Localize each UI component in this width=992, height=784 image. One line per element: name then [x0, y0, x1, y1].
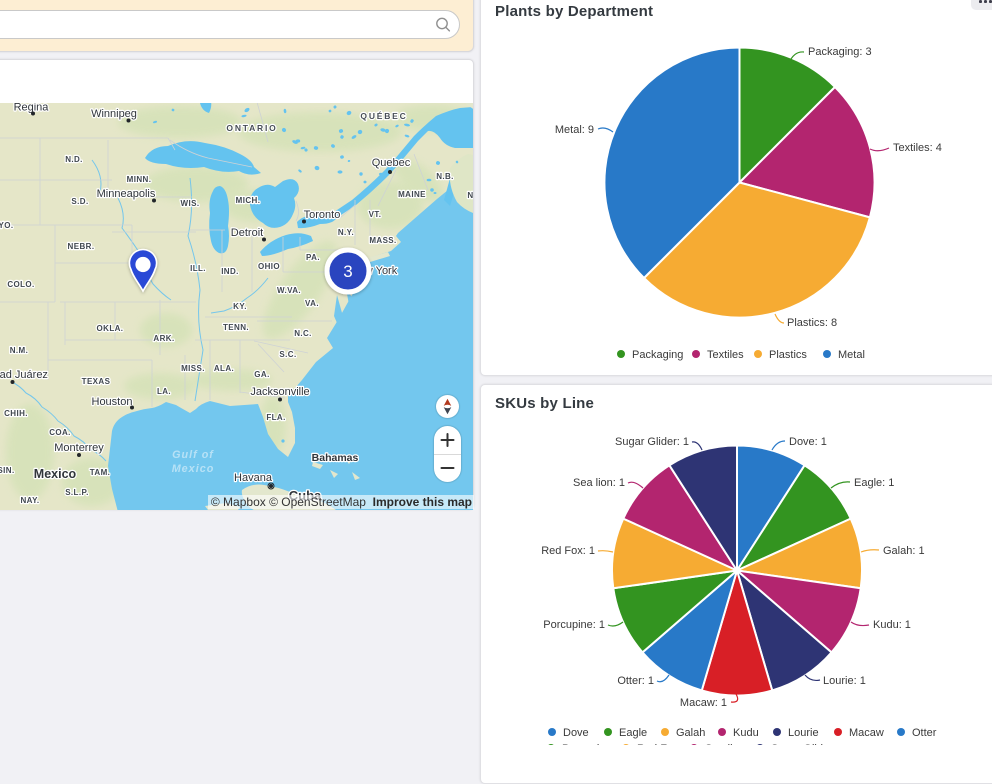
svg-text:Plastics: Plastics — [769, 349, 807, 361]
svg-text:Dove: 1: Dove: 1 — [789, 436, 827, 448]
svg-text:N.S.: N.S. — [467, 191, 473, 200]
svg-text:Kudu: Kudu — [733, 727, 759, 739]
svg-text:Otter: 1: Otter: 1 — [617, 675, 654, 687]
svg-text:Packaging: 3: Packaging: 3 — [808, 46, 872, 58]
svg-text:ILL.: ILL. — [190, 264, 206, 273]
svg-text:COA.: COA. — [49, 428, 71, 437]
svg-text:Galah: Galah — [676, 727, 705, 739]
svg-text:MISS.: MISS. — [181, 364, 205, 373]
svg-text:3: 3 — [343, 262, 352, 281]
svg-text:Mexico: Mexico — [34, 467, 77, 481]
svg-text:N.D.: N.D. — [65, 155, 83, 164]
svg-text:Kudu: 1: Kudu: 1 — [873, 619, 911, 631]
svg-text:Toronto: Toronto — [304, 209, 341, 221]
svg-text:Metal: Metal — [838, 349, 865, 361]
svg-text:OKLA.: OKLA. — [97, 324, 124, 333]
svg-text:Textiles: Textiles — [707, 349, 744, 361]
svg-text:N.C.: N.C. — [294, 329, 312, 338]
svg-text:W.VA.: W.VA. — [277, 286, 301, 295]
svg-text:Porcupine: 1: Porcupine: 1 — [543, 619, 605, 631]
svg-text:N.B.: N.B. — [436, 172, 454, 181]
svg-text:Quebec: Quebec — [372, 157, 411, 169]
svg-text:Eagle: Eagle — [619, 727, 647, 739]
svg-text:MASS.: MASS. — [369, 236, 396, 245]
svg-text:N.Y.: N.Y. — [338, 228, 354, 237]
svg-text:Metal: 9: Metal: 9 — [555, 124, 594, 136]
svg-text:Macaw: 1: Macaw: 1 — [680, 697, 727, 709]
svg-text:ALA.: ALA. — [214, 364, 234, 373]
svg-text:NAY.: NAY. — [20, 496, 39, 505]
svg-text:Packaging: Packaging — [632, 349, 683, 361]
svg-text:TEXAS: TEXAS — [82, 377, 111, 386]
svg-text:FLA.: FLA. — [266, 413, 285, 422]
svg-text:Regina: Regina — [14, 103, 50, 114]
svg-text:Dove: Dove — [563, 727, 589, 739]
svg-text:YO.: YO. — [0, 221, 13, 230]
svg-text:Sugar Glider: 1: Sugar Glider: 1 — [615, 436, 689, 448]
svg-text:Jacksonville: Jacksonville — [250, 386, 309, 398]
svg-text:OHIO: OHIO — [258, 262, 280, 271]
svg-text:Monterrey: Monterrey — [54, 442, 104, 454]
svg-text:VA.: VA. — [305, 299, 319, 308]
svg-text:Sea lion: 1: Sea lion: 1 — [573, 477, 625, 489]
svg-text:Galah: 1: Galah: 1 — [883, 545, 925, 557]
svg-text:N.M.: N.M. — [10, 346, 29, 355]
svg-text:Ciudad Juárez: Ciudad Juárez — [0, 369, 48, 381]
svg-text:NEBR.: NEBR. — [68, 242, 95, 251]
svg-text:WIS.: WIS. — [181, 199, 200, 208]
svg-text:S.D.: S.D. — [71, 197, 88, 206]
svg-text:CHIH.: CHIH. — [4, 409, 28, 418]
svg-text:MICH.: MICH. — [236, 196, 261, 205]
svg-text:COLO.: COLO. — [7, 280, 34, 289]
svg-text:Houston: Houston — [92, 396, 133, 408]
svg-text:Havana: Havana — [234, 472, 273, 484]
svg-text:Gulf of: Gulf of — [172, 449, 214, 461]
svg-text:GA.: GA. — [254, 370, 269, 379]
svg-text:QUÉBEC: QUÉBEC — [360, 111, 407, 121]
svg-text:SIN.: SIN. — [0, 466, 15, 475]
svg-text:KY.: KY. — [233, 302, 247, 311]
svg-text:Textiles: 4: Textiles: 4 — [893, 142, 942, 154]
svg-text:Otter: Otter — [912, 727, 937, 739]
svg-text:Lourie: 1: Lourie: 1 — [823, 675, 866, 687]
svg-text:TAM.: TAM. — [90, 468, 111, 477]
svg-text:TENN.: TENN. — [223, 323, 249, 332]
svg-text:Macaw: Macaw — [849, 727, 884, 739]
svg-text:MAINE: MAINE — [398, 190, 426, 199]
svg-text:S.C.: S.C. — [279, 350, 296, 359]
svg-text:Eagle: 1: Eagle: 1 — [854, 477, 894, 489]
svg-text:ONTARIO: ONTARIO — [226, 123, 277, 133]
svg-text:Bahamas: Bahamas — [312, 452, 359, 464]
svg-text:MINN.: MINN. — [127, 175, 152, 184]
svg-text:Winnipeg: Winnipeg — [91, 108, 137, 120]
svg-text:Minneapolis: Minneapolis — [97, 188, 156, 200]
svg-text:Plastics: 8: Plastics: 8 — [787, 317, 837, 329]
svg-text:Mexico: Mexico — [172, 463, 215, 475]
svg-text:S.L.P.: S.L.P. — [65, 488, 89, 497]
svg-text:VT.: VT. — [369, 210, 382, 219]
svg-text:Red Fox: 1: Red Fox: 1 — [541, 545, 595, 557]
svg-text:ARK.: ARK. — [153, 334, 174, 343]
svg-text:PA.: PA. — [306, 253, 320, 262]
svg-text:Detroit: Detroit — [231, 227, 263, 239]
svg-text:IND.: IND. — [221, 267, 239, 276]
svg-text:Lourie: Lourie — [788, 727, 819, 739]
svg-text:LA.: LA. — [157, 387, 171, 396]
